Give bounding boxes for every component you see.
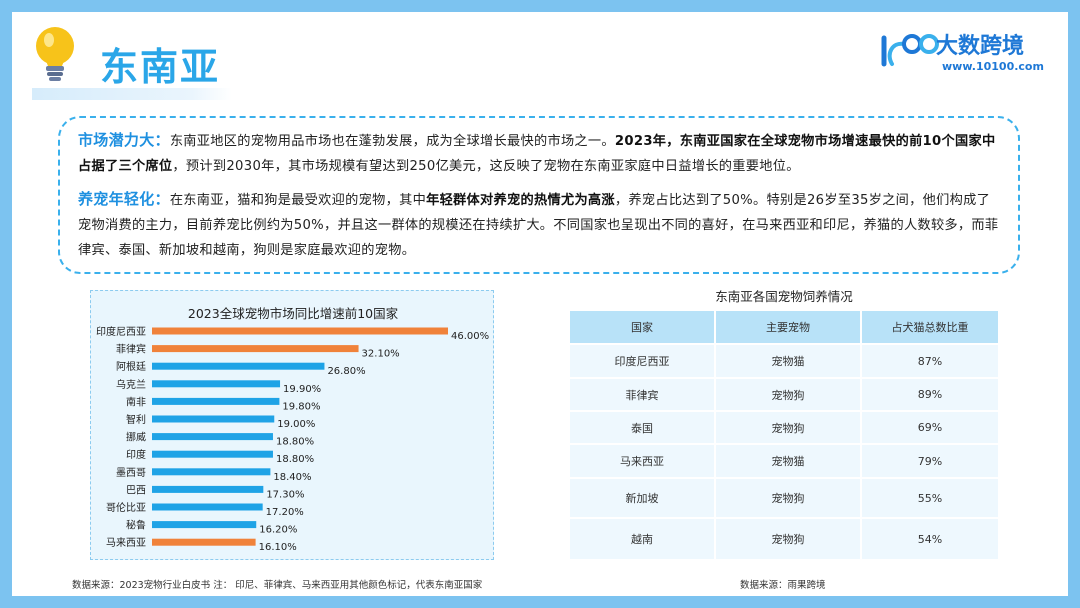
chart-category-label: 挪威	[126, 431, 146, 444]
chart-category-label: 马来西亚	[106, 537, 146, 549]
young-owners-bold: 年轻群体对养宠的热情尤为高涨	[426, 193, 615, 208]
market-potential-label: 市场潜力大：	[78, 131, 170, 149]
chart-value-label: 18.40%	[273, 472, 311, 483]
young-owners-text-2: ，养宠占比达到了50%。特别是26岁至35岁之间，他们构成了宠物消费的主力，目前…	[78, 193, 999, 258]
market-potential-bold: 2023年，东南亚国家在全球宠物市场增速最快的前10个国家中占据了三个席位	[78, 134, 996, 174]
chart-value-label: 16.10%	[259, 542, 297, 553]
chart-value-label: 18.80%	[276, 454, 314, 465]
chart-category-label: 印度尼西亚	[96, 325, 146, 338]
header-share: 占犬猫总数比重	[862, 311, 998, 343]
cell-pet: 宠物狗	[716, 517, 862, 559]
cell-share: 89%	[862, 377, 998, 410]
table-row: 印度尼西亚 宠物猫 87%	[570, 343, 998, 377]
market-potential-text-2: ，预计到2030年，其市场规模有望达到250亿美元，这反映了宠物在东南亚家庭中日…	[172, 159, 800, 174]
chart-bar	[152, 521, 257, 529]
chart-value-label: 32.10%	[362, 349, 400, 360]
lightbulb-icon	[36, 27, 74, 81]
market-potential-text-1: 东南亚地区的宠物用品市场也在蓬勃发展，成为全球增长最快的市场之一。	[169, 134, 615, 149]
chart-value-label: 16.20%	[259, 525, 297, 536]
market-potential-paragraph: 市场潜力大：东南亚地区的宠物用品市场也在蓬勃发展，成为全球增长最快的市场之一。2…	[78, 128, 1000, 179]
chart-bar	[152, 380, 281, 388]
cell-pet: 宠物猫	[716, 443, 862, 477]
young-owners-paragraph: 养宠年轻化：在东南亚，猫和狗是最受欢迎的宠物，其中年轻群体对养宠的热情尤为高涨，…	[78, 187, 1000, 263]
chart-value-label: 46.00%	[451, 331, 489, 342]
cell-share: 69%	[862, 410, 998, 443]
chart-bar	[152, 450, 273, 458]
logo-mark-icon	[881, 34, 939, 67]
chart-bar	[152, 397, 280, 405]
table-row: 新加坡 宠物狗 55%	[570, 477, 998, 517]
chart-bar	[152, 485, 264, 493]
chart-bar	[152, 538, 256, 546]
young-owners-label: 养宠年轻化：	[78, 190, 170, 208]
logo-text: 大数跨境	[936, 34, 1025, 59]
chart-value-label: 19.00%	[277, 419, 315, 430]
chart-category-label: 秘鲁	[126, 519, 146, 532]
chart-value-label: 19.80%	[282, 401, 320, 412]
chart-value-label: 19.90%	[283, 384, 321, 395]
chart-category-label: 墨西哥	[116, 467, 146, 479]
chart-source-note: 数据来源：2023宠物行业白皮书 注： 印尼、菲律宾、马来西亚用其他颜色标记，代…	[72, 580, 483, 591]
chart-bar	[152, 327, 448, 335]
table-title: 东南亚各国宠物饲养情况	[715, 289, 853, 304]
header-main-pet: 主要宠物	[716, 311, 862, 343]
cell-pet: 宠物猫	[716, 343, 862, 377]
table-header-row: 国家 主要宠物 占犬猫总数比重	[570, 311, 998, 343]
table-source-note: 数据来源：雨果跨境	[740, 580, 826, 591]
chart-bar	[152, 503, 263, 511]
cell-pet: 宠物狗	[716, 477, 862, 517]
table-row: 越南 宠物狗 54%	[570, 517, 998, 559]
chart-bar	[152, 415, 275, 423]
chart-value-label: 18.80%	[276, 437, 314, 448]
cell-share: 87%	[862, 343, 998, 377]
table-row: 泰国 宠物狗 69%	[570, 410, 998, 443]
brand-logo: 大数跨境 www.10100.com	[878, 26, 1058, 76]
header-country: 国家	[570, 311, 716, 343]
chart-value-label: 26.80%	[327, 366, 365, 377]
cell-country: 印度尼西亚	[570, 343, 716, 377]
table-row: 马来西亚 宠物猫 79%	[570, 443, 998, 477]
chart-category-label: 阿根廷	[116, 360, 146, 373]
table-row: 菲律宾 宠物狗 89%	[570, 377, 998, 410]
pet-ownership-table: 国家 主要宠物 占犬猫总数比重 印度尼西亚 宠物猫 87% 菲律宾 宠物狗 89…	[570, 311, 998, 559]
cell-country: 泰国	[570, 410, 716, 443]
growth-chart-panel: 2023全球宠物市场同比增速前10国家 印度尼西亚 46.00% 菲律宾 32.10%…	[90, 290, 494, 560]
cell-country: 越南	[570, 517, 716, 559]
cell-country: 菲律宾	[570, 377, 716, 410]
chart-bar	[152, 433, 273, 441]
cell-share: 54%	[862, 517, 998, 559]
chart-category-label: 南非	[126, 395, 146, 408]
intro-textbox: 市场潜力大：东南亚地区的宠物用品市场也在蓬勃发展，成为全球增长最快的市场之一。2…	[58, 116, 1020, 274]
chart-title: 2023全球宠物市场同比增速前10国家	[188, 306, 399, 321]
logo-url: www.10100.com	[942, 60, 1044, 73]
chart-bar	[152, 362, 325, 370]
title-underline	[32, 88, 232, 100]
chart-bar	[152, 468, 271, 476]
cell-share: 79%	[862, 443, 998, 477]
chart-value-label: 17.30%	[266, 489, 304, 500]
growth-bar-chart: 2023全球宠物市场同比增速前10国家 印度尼西亚 46.00% 菲律宾 32.10%…	[96, 306, 489, 553]
young-owners-text-1: 在东南亚，猫和狗是最受欢迎的宠物，其中	[169, 193, 427, 208]
chart-category-label: 乌克兰	[116, 378, 146, 391]
chart-category-label: 哥伦比亚	[106, 501, 146, 514]
cell-share: 55%	[862, 477, 998, 517]
chart-category-label: 巴西	[126, 484, 146, 496]
cell-pet: 宠物狗	[716, 410, 862, 443]
cell-country: 马来西亚	[570, 443, 716, 477]
chart-category-label: 智利	[126, 413, 146, 426]
chart-bar	[152, 345, 359, 353]
chart-category-label: 菲律宾	[116, 343, 146, 356]
cell-country: 新加坡	[570, 477, 716, 517]
chart-value-label: 17.20%	[266, 507, 304, 518]
cell-pet: 宠物狗	[716, 377, 862, 410]
page-title: 东南亚	[100, 45, 221, 89]
slide-frame: 东南亚 大数跨境 www.10100.com 市场潜力大：东南亚地区的宠物用品市…	[12, 12, 1068, 596]
chart-category-label: 印度	[126, 448, 146, 461]
